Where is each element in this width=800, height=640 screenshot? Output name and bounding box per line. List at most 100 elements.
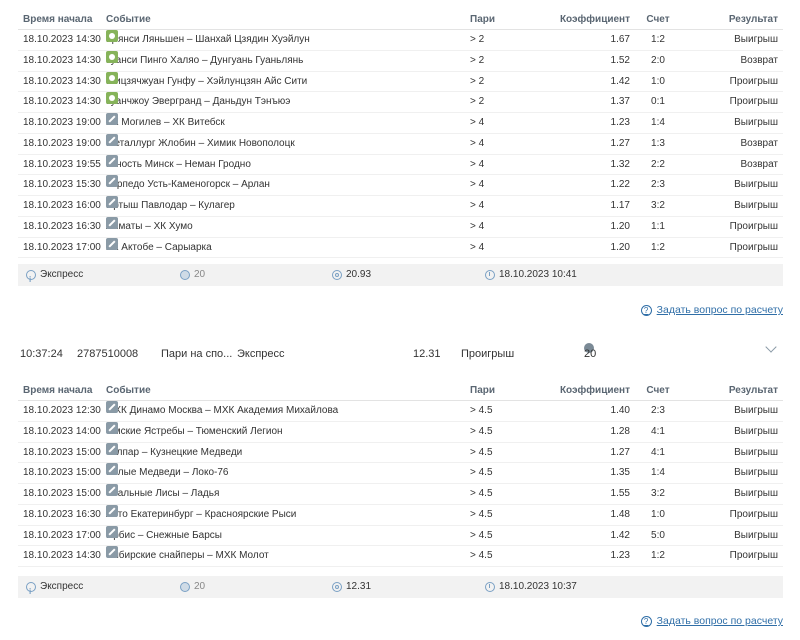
- bet-1-summary: Экспресс 20 20.93 18.10.2023 10:41: [18, 264, 783, 291]
- ask-question-label: Задать вопрос по расчету: [656, 304, 783, 316]
- cell-bet: > 2: [470, 96, 485, 108]
- cell-result: Проигрыш: [729, 241, 778, 253]
- cell-score: 1:2: [651, 34, 665, 45]
- cell-bet: > 4.5: [470, 467, 493, 479]
- cell-score: 0:1: [651, 96, 665, 108]
- event-name: Омские Ястребы – Тюменский Легион: [106, 425, 283, 437]
- event-name: Юность Минск – Неман Гродно: [106, 158, 251, 170]
- cell-time: 18.10.2023 15:00: [23, 488, 101, 499]
- table-row: 18.10.2023 15:00 Стальные Лисы – Ладья > 4…: [18, 484, 783, 505]
- cell-bet: > 4.5: [470, 508, 493, 520]
- event-name: Авто Екатеринбург – Красноярские Рыси: [106, 508, 297, 520]
- hockey-icon: [106, 196, 118, 208]
- cell-score: 4:1: [651, 446, 665, 458]
- summary-coef: 12.31: [332, 576, 371, 598]
- table-row: 18.10.2023 16:30 Авто Екатеринбург – Крас…: [18, 504, 783, 526]
- table-row: 18.10.2023 19:00 ХК Могилев – ХК Витебск >…: [18, 113, 783, 134]
- event-name: ХК Актобе – Сарыарка: [106, 241, 212, 253]
- table-row: 18.10.2023 14:30 Гуанчжоу Эвергранд – Дан…: [18, 92, 783, 113]
- cell-result: Возврат: [740, 158, 779, 170]
- cell-event: Юность Минск – Неман Гродно: [106, 154, 251, 174]
- table-row: 18.10.2023 14:00 Омские Ястребы – Тюменск…: [18, 421, 783, 443]
- table-row: 18.10.2023 19:55 Юность Минск – Неман Гро…: [18, 154, 783, 176]
- table-row: 18.10.2023 17:00 Ирбис – Снежные Барсы > 4…: [18, 525, 783, 547]
- cell-time: 18.10.2023 19:00: [23, 117, 101, 128]
- summary-coef-value: 20.93: [346, 269, 372, 280]
- summary-coef-value: 12.31: [346, 581, 372, 592]
- cell-event: Металлург Жлобин – Химик Новополоцк: [106, 133, 295, 153]
- hockey-icon: [106, 237, 118, 250]
- cell-coef: 1.42: [610, 75, 630, 87]
- cell-score: 1:4: [651, 467, 665, 479]
- bet-coef: 12.31: [413, 348, 441, 360]
- summary-stake-value: 20: [194, 581, 206, 592]
- summary-stake: 20: [180, 576, 205, 598]
- cell-score: 3:2: [651, 488, 665, 499]
- cell-result: Проигрыш: [729, 96, 778, 108]
- cell-time: 18.10.2023 14:00: [23, 425, 101, 437]
- clock-icon: [485, 582, 495, 592]
- hockey-icon: [106, 175, 118, 188]
- bet-result: Проигрыш: [461, 348, 515, 360]
- cell-time: 18.10.2023 17:00: [23, 529, 101, 541]
- cell-bet: > 4: [470, 241, 485, 253]
- coefficient-icon: [332, 582, 342, 592]
- ask-question-link-2[interactable]: ? Задать вопрос по расчету: [640, 615, 783, 627]
- cell-result: Выигрыш: [734, 446, 778, 458]
- cell-result: Возврат: [740, 137, 779, 149]
- cell-score: 2:3: [651, 179, 665, 191]
- cell-score: 4:1: [651, 425, 665, 437]
- chevron-down-icon[interactable]: [765, 341, 777, 353]
- event-name: Сибирские снайперы – МХК Молот: [106, 550, 269, 562]
- coins-icon: [180, 582, 190, 592]
- cell-time: 18.10.2023 17:00: [23, 241, 101, 253]
- cell-time: 18.10.2023 15:00: [23, 467, 101, 479]
- cell-result: Выигрыш: [734, 117, 778, 128]
- cell-time: 18.10.2023 14:30: [23, 550, 101, 562]
- bet-type: Экспресс: [237, 348, 285, 360]
- cell-score: 1:4: [651, 117, 665, 128]
- table-row: 18.10.2023 15:30 Торпедо Усть-Каменогорск…: [18, 175, 783, 196]
- cell-bet: > 2: [470, 34, 485, 45]
- cell-result: Выигрыш: [734, 425, 778, 437]
- cell-event: ХК Могилев – ХК Витебск: [106, 113, 225, 132]
- ask-question-link-1[interactable]: ? Задать вопрос по расчету: [640, 304, 783, 316]
- cell-event: Алматы – ХК Хумо: [106, 216, 193, 236]
- cell-time: 18.10.2023 16:30: [23, 220, 101, 232]
- bet-1-events-table: Время начала Событие Пари Коэффициент Сч…: [18, 11, 783, 259]
- cell-score: 1:0: [651, 75, 665, 87]
- table-row: 18.10.2023 17:00 ХК Актобе – Сарыарка > 4 1…: [18, 237, 783, 259]
- cell-bet: > 4.5: [470, 529, 493, 541]
- event-name: МХК Динамо Москва – МХК Академия Михайло…: [106, 405, 339, 416]
- hockey-icon: [106, 525, 118, 538]
- summary-stake: 20: [180, 264, 205, 286]
- summary-date-value: 18.10.2023 10:41: [499, 269, 577, 280]
- header-bet: Пари: [470, 385, 496, 396]
- table-header: Время начала Событие Пари Коэффициент Сч…: [18, 11, 783, 30]
- table-row: 18.10.2023 15:00 Белые Медведи – Локо-76 >…: [18, 463, 783, 484]
- cell-event: Белые Медведи – Локо-76: [106, 463, 228, 482]
- cell-result: Выигрыш: [734, 200, 778, 211]
- cell-result: Выигрыш: [734, 467, 778, 479]
- cell-event: Цзянси Ляньшен – Шанхай Цзядин Хуэйлун: [106, 30, 310, 49]
- cell-score: 1:1: [651, 220, 665, 232]
- cell-coef: 1.52: [610, 54, 630, 66]
- bet-kind: Пари на спо...: [161, 348, 233, 360]
- table-row: 18.10.2023 14:30 Гуанси Пинго Халяо – Дун…: [18, 50, 783, 72]
- summary-date: 18.10.2023 10:41: [485, 264, 577, 286]
- cell-coef: 1.42: [610, 529, 630, 541]
- hockey-icon: [106, 133, 118, 146]
- cell-coef: 1.23: [610, 550, 630, 562]
- cell-score: 1:3: [651, 137, 665, 149]
- coefficient-icon: [332, 270, 342, 280]
- cell-bet: > 4.5: [470, 425, 493, 437]
- event-name: Стальные Лисы – Ладья: [106, 488, 220, 499]
- info-icon: [26, 581, 36, 603]
- hockey-icon: [106, 442, 118, 455]
- cell-score: 1:2: [651, 550, 665, 562]
- cell-event: Гуанси Пинго Халяо – Дунгуань Гуаньлянь: [106, 50, 303, 70]
- header-result: Результат: [728, 14, 778, 25]
- bet-2-row[interactable]: 10:37:24 2787510008 Пари на спо... Экспр…: [20, 341, 785, 365]
- cell-event: Стальные Лисы – Ладья: [106, 484, 219, 503]
- summary-type: Экспресс: [26, 264, 83, 291]
